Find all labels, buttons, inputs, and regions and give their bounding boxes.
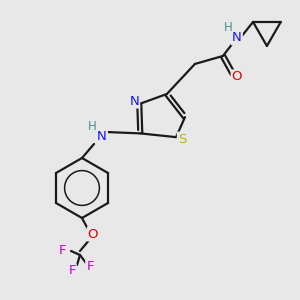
Text: F: F	[58, 244, 66, 256]
Text: F: F	[68, 265, 76, 278]
Text: S: S	[178, 133, 186, 146]
Text: N: N	[97, 130, 107, 142]
Text: N: N	[129, 94, 139, 107]
Text: O: O	[232, 70, 242, 83]
Text: N: N	[232, 32, 242, 44]
Text: H: H	[224, 22, 232, 34]
Text: F: F	[86, 260, 94, 274]
Text: O: O	[88, 227, 98, 241]
Text: H: H	[88, 119, 96, 133]
